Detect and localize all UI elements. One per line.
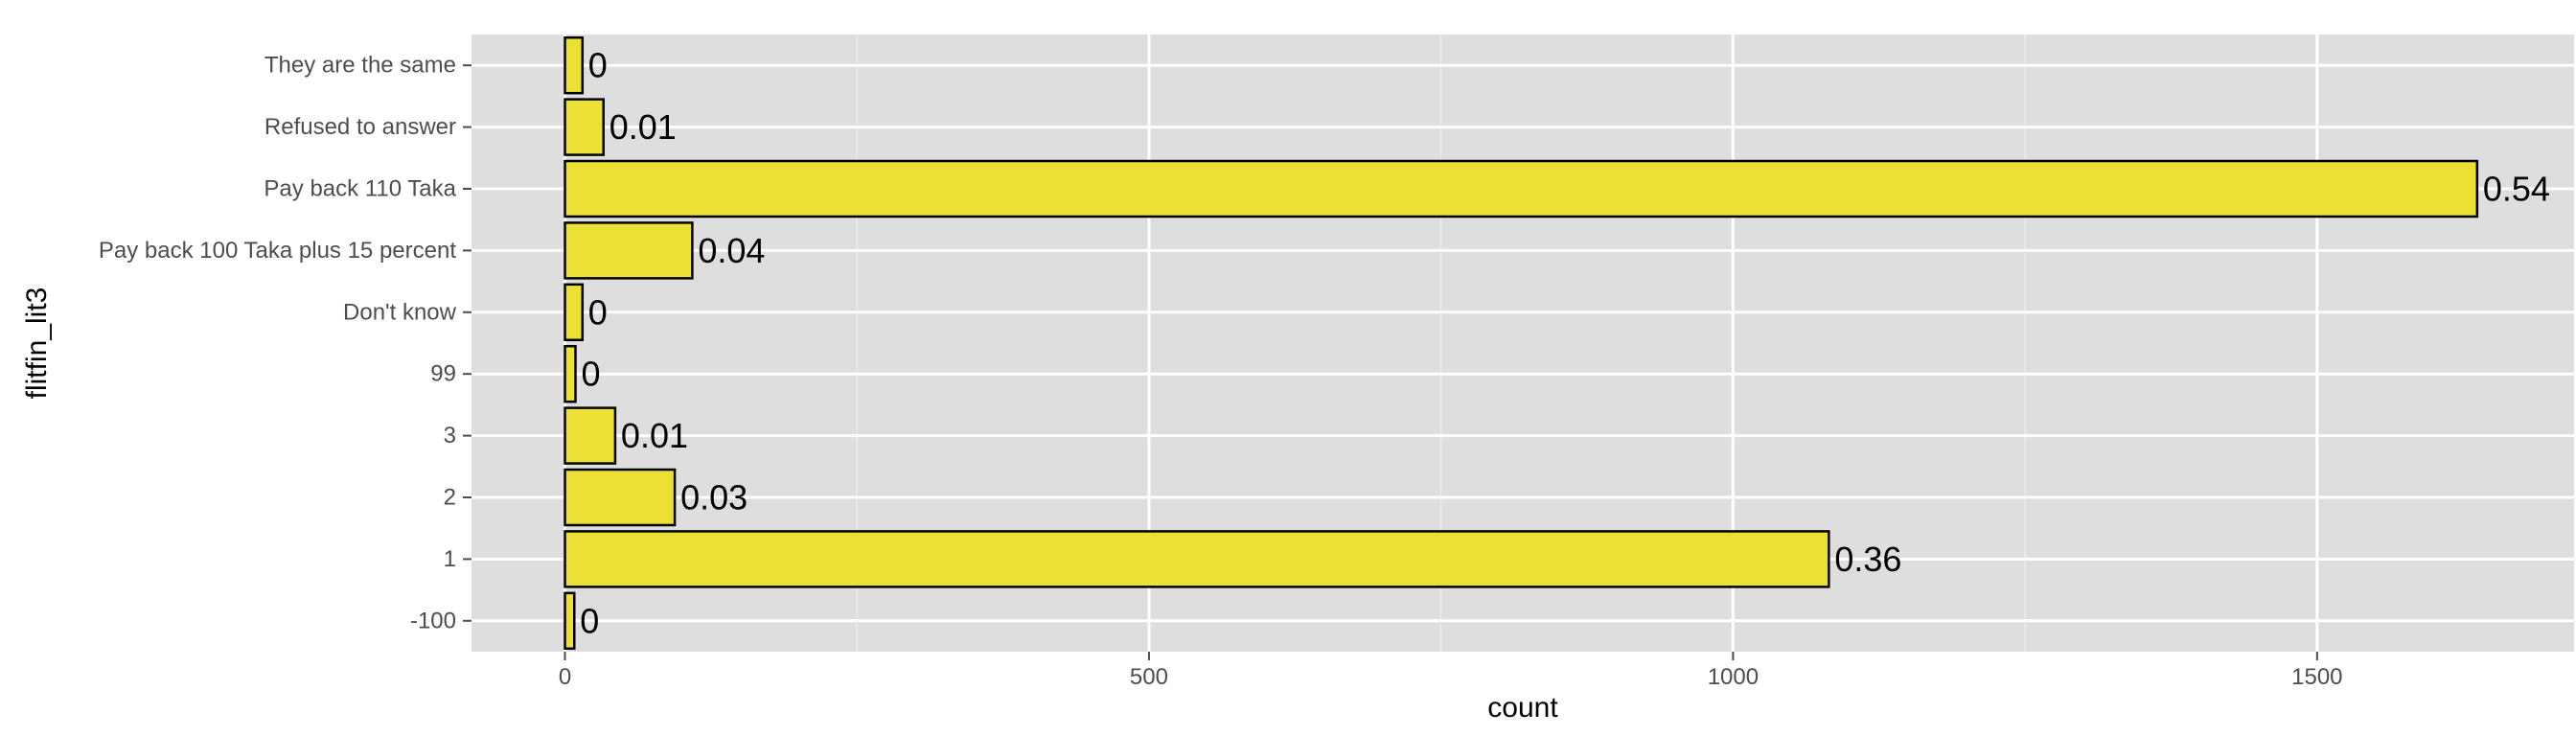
x-axis-title: count [1487,692,1558,724]
bar-data-label: 0 [581,355,600,394]
bar [564,221,694,280]
x-axis: 0 500 1000 1500 [559,652,2343,690]
bar [564,406,617,465]
bars [564,35,2479,651]
y-tick-label: Don't know [343,299,457,325]
bar-data-label: 0.01 [621,416,688,455]
bar [564,283,585,342]
bar-data-label: 0.36 [1834,540,1901,579]
x-tick-label: 1500 [2291,664,2342,690]
bar [564,591,576,651]
y-tick-label: 2 [444,485,456,511]
y-axis: -100 1 2 3 99 Don't know Pay back 100 Taka plu… [99,53,472,633]
bar [564,530,1830,588]
y-tick-label: 99 [430,361,456,387]
y-tick-label: Pay back 110 Taka [264,176,456,202]
bar-data-label: 0.03 [680,478,748,518]
y-axis-title: flitfin_lit3 [21,288,53,400]
bar-data-label: 0 [588,292,608,332]
bar-data-label: 0 [580,601,599,640]
y-tick-label: 1 [444,546,456,572]
bar [564,344,577,403]
bar-data-label: 0.01 [610,107,677,147]
x-tick-label: 500 [1130,664,1168,690]
y-tick-label: -100 [410,608,456,633]
x-tick-label: 0 [559,664,571,690]
bar [564,98,605,156]
y-tick-label: Refused to answer [264,114,456,140]
y-tick-label: They are the same [264,53,456,79]
x-tick-label: 1000 [1708,664,1759,690]
bar-data-label: 0.04 [698,231,765,270]
y-tick-label: Pay back 100 Taka plus 15 percent [99,238,456,264]
bar-data-label: 0 [588,46,608,85]
bar-data-label: 0.54 [2483,170,2550,209]
y-tick-label: 3 [444,423,456,448]
bar [564,468,677,527]
bar [564,159,2479,218]
bar [564,35,585,95]
